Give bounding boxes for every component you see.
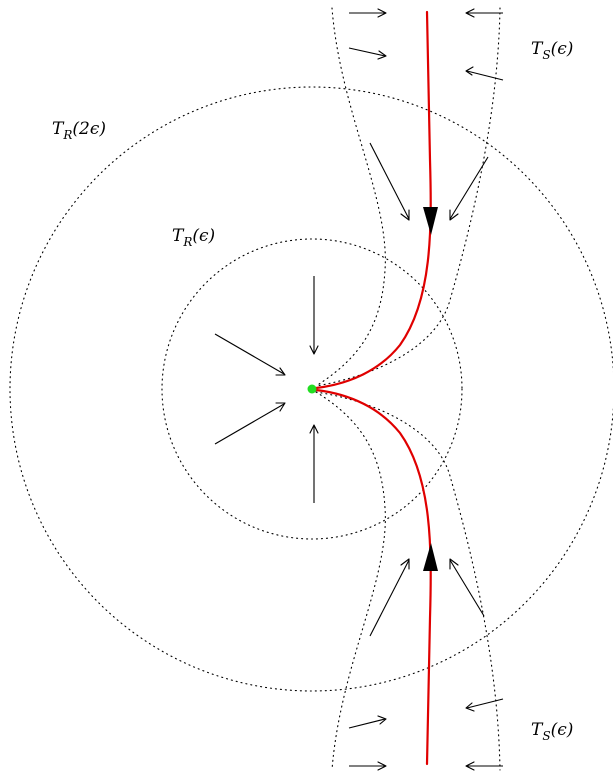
arrow-bottom-tube-right-1 — [465, 698, 504, 712]
trajectory-bottom-direction-arrowhead — [423, 543, 438, 571]
label-tr-eps: TR(ϵ) — [172, 226, 215, 249]
tube-tr-eps-circle — [161, 238, 463, 540]
equilibrium-point — [307, 384, 317, 394]
arrow-top-inner-left — [369, 142, 410, 221]
arrow-bottom-tube-right-2 — [465, 761, 503, 771]
trajectory-top-branch — [314, 10, 432, 390]
trajectory-bottom-branch — [314, 388, 432, 766]
arrow-top-inner-right — [449, 156, 489, 221]
label-ts-eps-top: TS(ϵ) — [531, 39, 573, 62]
arrow-radial-upper-left — [214, 333, 286, 376]
arrow-bottom-inner-left — [369, 558, 410, 637]
arrow-top-tube-left-2 — [348, 47, 387, 60]
tube-ts-bottom-left-boundary — [315, 391, 386, 771]
arrow-bottom-tube-left-2 — [349, 761, 387, 771]
trajectory-top-direction-arrowhead — [423, 207, 438, 235]
arrow-radial-top — [309, 276, 319, 355]
tube-ts-top-left-boundary — [315, 7, 386, 387]
arrow-top-tube-right-2 — [465, 66, 504, 81]
arrow-bottom-tube-left-1 — [348, 715, 387, 729]
arrow-bottom-inner-right — [449, 558, 485, 617]
arrow-top-tube-left-1 — [349, 8, 387, 18]
arrow-radial-bottom — [309, 424, 319, 503]
label-tr-2eps: TR(2ϵ) — [52, 119, 106, 142]
arrow-radial-lower-left — [214, 402, 286, 445]
arrow-top-tube-right-1 — [465, 8, 503, 18]
tube-ts-bottom-right-boundary — [315, 391, 501, 771]
tube-ts-top-right-boundary — [315, 7, 501, 387]
label-ts-eps-bottom: TS(ϵ) — [531, 720, 573, 743]
